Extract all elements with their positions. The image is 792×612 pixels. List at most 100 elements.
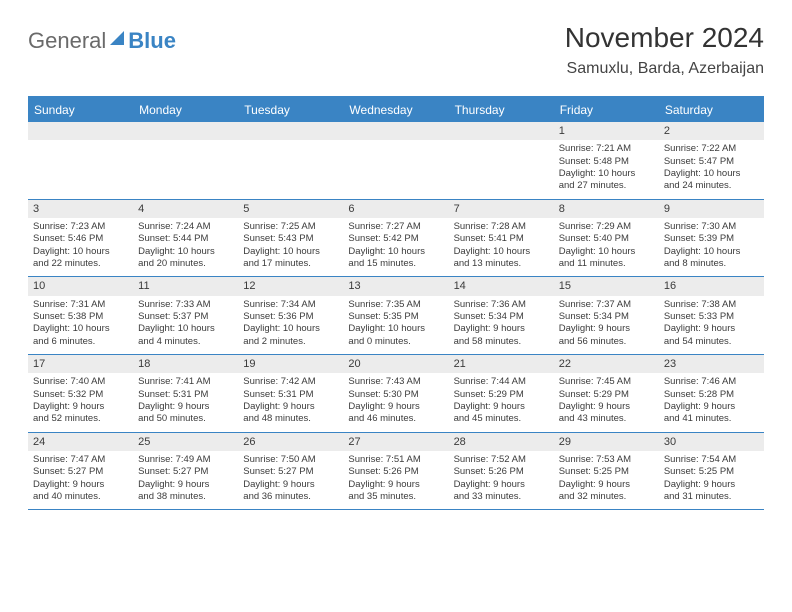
sunset-text: Sunset: 5:31 PM	[138, 389, 233, 401]
sunrise-text: Sunrise: 7:27 AM	[348, 221, 443, 233]
dl2-text: and 24 minutes.	[664, 180, 759, 192]
day-number: 27	[343, 433, 448, 451]
day-cell-body: Sunrise: 7:31 AMSunset: 5:38 PMDaylight:…	[28, 296, 133, 354]
sunrise-text: Sunrise: 7:41 AM	[138, 376, 233, 388]
dl2-text: and 52 minutes.	[33, 413, 128, 425]
day-cell: 10Sunrise: 7:31 AMSunset: 5:38 PMDayligh…	[28, 277, 133, 354]
day-cell: 7Sunrise: 7:28 AMSunset: 5:41 PMDaylight…	[449, 200, 554, 277]
dl1-text: Daylight: 9 hours	[138, 479, 233, 491]
day-cell-body: Sunrise: 7:22 AMSunset: 5:47 PMDaylight:…	[659, 140, 764, 198]
day-number: 28	[449, 433, 554, 451]
dl1-text: Daylight: 10 hours	[559, 168, 654, 180]
day-cell-body: Sunrise: 7:47 AMSunset: 5:27 PMDaylight:…	[28, 451, 133, 509]
day-cell	[238, 122, 343, 199]
dl1-text: Daylight: 10 hours	[33, 246, 128, 258]
dl2-text: and 50 minutes.	[138, 413, 233, 425]
day-cell: 20Sunrise: 7:43 AMSunset: 5:30 PMDayligh…	[343, 355, 448, 432]
day-number: 8	[554, 200, 659, 218]
dl2-text: and 40 minutes.	[33, 491, 128, 503]
sunrise-text: Sunrise: 7:23 AM	[33, 221, 128, 233]
dl2-text: and 48 minutes.	[243, 413, 338, 425]
dl2-text: and 0 minutes.	[348, 336, 443, 348]
weekday-header: Saturday	[659, 98, 764, 122]
day-cell-body: Sunrise: 7:24 AMSunset: 5:44 PMDaylight:…	[133, 218, 238, 276]
sunrise-text: Sunrise: 7:33 AM	[138, 299, 233, 311]
weekday-header: Monday	[133, 98, 238, 122]
dl2-text: and 43 minutes.	[559, 413, 654, 425]
sunset-text: Sunset: 5:32 PM	[33, 389, 128, 401]
day-cell: 30Sunrise: 7:54 AMSunset: 5:25 PMDayligh…	[659, 433, 764, 510]
day-cell-body: Sunrise: 7:51 AMSunset: 5:26 PMDaylight:…	[343, 451, 448, 509]
sunset-text: Sunset: 5:28 PM	[664, 389, 759, 401]
dl2-text: and 2 minutes.	[243, 336, 338, 348]
day-cell-body: Sunrise: 7:25 AMSunset: 5:43 PMDaylight:…	[238, 218, 343, 276]
day-cell-body: Sunrise: 7:29 AMSunset: 5:40 PMDaylight:…	[554, 218, 659, 276]
sunset-text: Sunset: 5:26 PM	[348, 466, 443, 478]
day-cell: 12Sunrise: 7:34 AMSunset: 5:36 PMDayligh…	[238, 277, 343, 354]
dl2-text: and 32 minutes.	[559, 491, 654, 503]
logo-sail-icon	[108, 29, 128, 54]
weekday-header: Friday	[554, 98, 659, 122]
dl1-text: Daylight: 9 hours	[348, 479, 443, 491]
day-number: 3	[28, 200, 133, 218]
day-number: 2	[659, 122, 764, 140]
dl2-text: and 33 minutes.	[454, 491, 549, 503]
location: Samuxlu, Barda, Azerbaijan	[565, 60, 764, 78]
day-cell-body: Sunrise: 7:30 AMSunset: 5:39 PMDaylight:…	[659, 218, 764, 276]
day-number: 22	[554, 355, 659, 373]
day-cell: 16Sunrise: 7:38 AMSunset: 5:33 PMDayligh…	[659, 277, 764, 354]
day-number: 29	[554, 433, 659, 451]
dl2-text: and 36 minutes.	[243, 491, 338, 503]
dl1-text: Daylight: 10 hours	[138, 246, 233, 258]
day-cell: 21Sunrise: 7:44 AMSunset: 5:29 PMDayligh…	[449, 355, 554, 432]
sunset-text: Sunset: 5:29 PM	[454, 389, 549, 401]
day-cell: 24Sunrise: 7:47 AMSunset: 5:27 PMDayligh…	[28, 433, 133, 510]
day-cell	[449, 122, 554, 199]
day-cell: 9Sunrise: 7:30 AMSunset: 5:39 PMDaylight…	[659, 200, 764, 277]
dl2-text: and 27 minutes.	[559, 180, 654, 192]
day-cell: 25Sunrise: 7:49 AMSunset: 5:27 PMDayligh…	[133, 433, 238, 510]
day-cell: 6Sunrise: 7:27 AMSunset: 5:42 PMDaylight…	[343, 200, 448, 277]
sunset-text: Sunset: 5:25 PM	[559, 466, 654, 478]
sunset-text: Sunset: 5:48 PM	[559, 156, 654, 168]
day-cell: 28Sunrise: 7:52 AMSunset: 5:26 PMDayligh…	[449, 433, 554, 510]
sunset-text: Sunset: 5:31 PM	[243, 389, 338, 401]
sunrise-text: Sunrise: 7:45 AM	[559, 376, 654, 388]
day-cell-body: Sunrise: 7:36 AMSunset: 5:34 PMDaylight:…	[449, 296, 554, 354]
day-cell-body: Sunrise: 7:46 AMSunset: 5:28 PMDaylight:…	[659, 373, 764, 431]
sunrise-text: Sunrise: 7:25 AM	[243, 221, 338, 233]
sunset-text: Sunset: 5:46 PM	[33, 233, 128, 245]
empty-daynum	[343, 122, 448, 140]
day-cell	[133, 122, 238, 199]
dl2-text: and 22 minutes.	[33, 258, 128, 270]
week-row: 17Sunrise: 7:40 AMSunset: 5:32 PMDayligh…	[28, 355, 764, 433]
day-cell-body: Sunrise: 7:54 AMSunset: 5:25 PMDaylight:…	[659, 451, 764, 509]
day-number: 7	[449, 200, 554, 218]
day-cell-body: Sunrise: 7:49 AMSunset: 5:27 PMDaylight:…	[133, 451, 238, 509]
day-number: 17	[28, 355, 133, 373]
dl2-text: and 6 minutes.	[33, 336, 128, 348]
dl1-text: Daylight: 10 hours	[348, 246, 443, 258]
sunset-text: Sunset: 5:36 PM	[243, 311, 338, 323]
dl2-text: and 15 minutes.	[348, 258, 443, 270]
week-row: 1Sunrise: 7:21 AMSunset: 5:48 PMDaylight…	[28, 122, 764, 200]
week-row: 10Sunrise: 7:31 AMSunset: 5:38 PMDayligh…	[28, 277, 764, 355]
sunrise-text: Sunrise: 7:36 AM	[454, 299, 549, 311]
sunrise-text: Sunrise: 7:35 AM	[348, 299, 443, 311]
dl1-text: Daylight: 9 hours	[664, 401, 759, 413]
dl1-text: Daylight: 10 hours	[138, 323, 233, 335]
day-cell-body: Sunrise: 7:27 AMSunset: 5:42 PMDaylight:…	[343, 218, 448, 276]
day-cell-body: Sunrise: 7:35 AMSunset: 5:35 PMDaylight:…	[343, 296, 448, 354]
dl2-text: and 56 minutes.	[559, 336, 654, 348]
sunset-text: Sunset: 5:30 PM	[348, 389, 443, 401]
dl2-text: and 20 minutes.	[138, 258, 233, 270]
day-number: 24	[28, 433, 133, 451]
sunrise-text: Sunrise: 7:34 AM	[243, 299, 338, 311]
sunset-text: Sunset: 5:29 PM	[559, 389, 654, 401]
sunrise-text: Sunrise: 7:38 AM	[664, 299, 759, 311]
day-number: 18	[133, 355, 238, 373]
dl1-text: Daylight: 9 hours	[559, 323, 654, 335]
sunset-text: Sunset: 5:27 PM	[138, 466, 233, 478]
empty-daynum	[238, 122, 343, 140]
dl1-text: Daylight: 10 hours	[664, 246, 759, 258]
